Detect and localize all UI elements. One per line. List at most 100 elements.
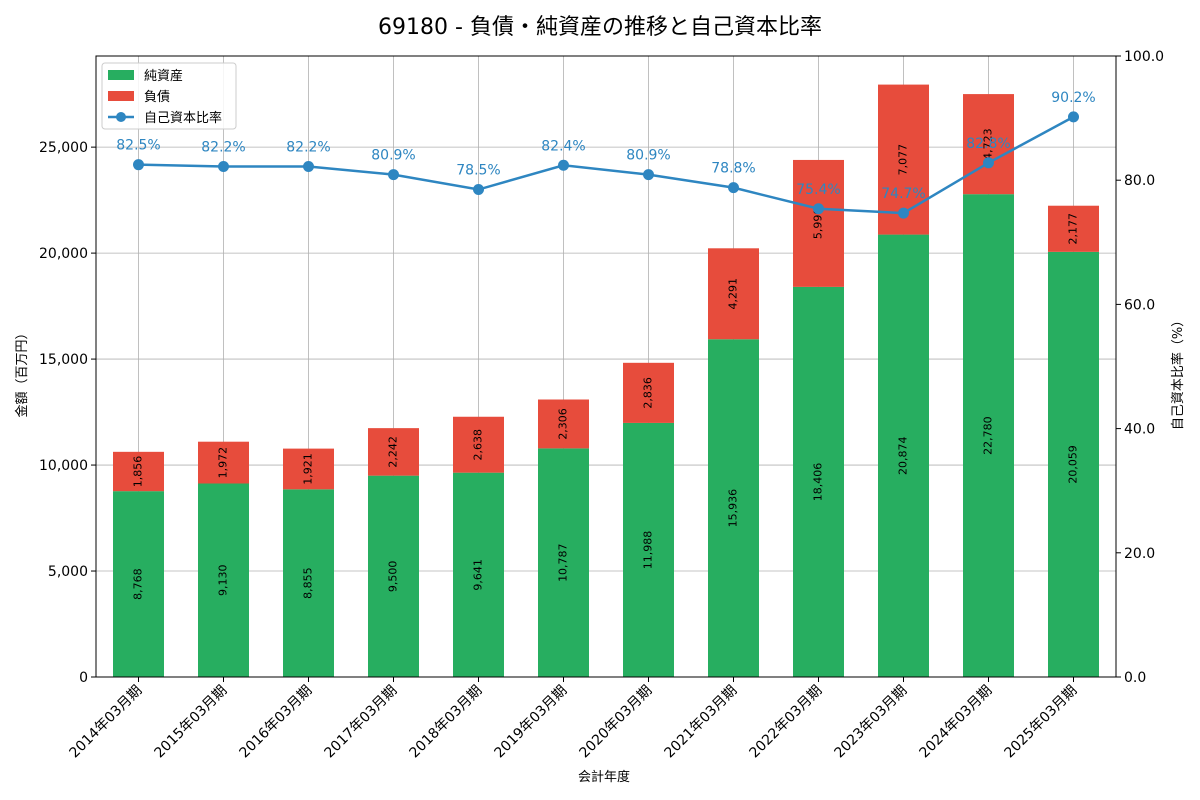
bar-net-assets xyxy=(963,194,1014,677)
bar-net-assets xyxy=(538,448,589,677)
ratio-label: 78.5% xyxy=(456,163,500,179)
y2-tick-label: 0.0 xyxy=(1124,670,1146,686)
ratio-point xyxy=(473,184,484,196)
bar-net-assets xyxy=(623,422,674,677)
ratio-line-path xyxy=(138,115,1075,215)
ratio-label: 82.4% xyxy=(541,138,585,154)
bar-net-assets xyxy=(113,491,164,677)
x-tick-label: 2021年03月期 xyxy=(662,683,741,762)
bar-label-net-assets: 20,874 xyxy=(897,437,910,476)
bar-liabilities xyxy=(453,416,504,473)
ratio-point xyxy=(983,157,994,169)
chart-title: 69180 - 負債・純資産の推移と自己資本比率 xyxy=(378,15,822,40)
x-tick-label: 2019年03月期 xyxy=(492,683,571,762)
y-tick-label: 25,000 xyxy=(39,140,88,156)
bar-label-net-assets: 9,500 xyxy=(387,561,400,593)
y2-tick-label: 20.0 xyxy=(1124,546,1155,562)
y2-axis-label: 自己資本比率（%） xyxy=(1170,314,1186,430)
bar-net-assets xyxy=(878,234,929,677)
ratio-point xyxy=(388,169,399,181)
bar-label-liabilities: 5,990 xyxy=(812,208,825,240)
bar-label-net-assets: 9,130 xyxy=(217,564,230,596)
bar-label-net-assets: 8,768 xyxy=(132,568,145,600)
x-tick-label: 2023年03月期 xyxy=(832,683,911,762)
ratio-point xyxy=(133,159,144,171)
ratio-point xyxy=(1068,111,1079,123)
bar-label-liabilities: 1,856 xyxy=(132,456,145,488)
bar-label-net-assets: 18,406 xyxy=(812,463,825,502)
ratio-label: 75.4% xyxy=(796,182,840,198)
bar-label-net-assets: 22,780 xyxy=(982,416,995,455)
bar-label-liabilities: 4,723 xyxy=(982,128,995,160)
ratio-label: 90.2% xyxy=(1051,90,1095,106)
legend-label: 自己資本比率 xyxy=(144,110,222,126)
bar-label-liabilities: 2,306 xyxy=(557,408,570,440)
bar-liabilities xyxy=(198,441,249,484)
ratio-point xyxy=(558,159,569,171)
bar-liabilities xyxy=(623,362,674,423)
bar-label-liabilities: 4,291 xyxy=(727,278,740,310)
legend-box xyxy=(101,62,237,130)
y-axis-label: 金額（百万円） xyxy=(14,326,30,417)
x-tick-label: 2015年03月期 xyxy=(152,683,231,762)
y-tick-label: 10,000 xyxy=(39,458,88,474)
y-tick-label: 15,000 xyxy=(39,352,88,368)
legend-label: 純資産 xyxy=(144,68,183,84)
y2-tick-label: 80.0 xyxy=(1124,173,1155,189)
legend-swatch-marker xyxy=(116,112,126,122)
bar-net-assets xyxy=(793,286,844,677)
ratio-point xyxy=(643,169,654,181)
bar-label-liabilities: 2,177 xyxy=(1067,213,1080,245)
bar-label-net-assets: 20,059 xyxy=(1067,445,1080,484)
y2-tick-label: 40.0 xyxy=(1124,422,1155,438)
bar-liabilities xyxy=(368,428,419,476)
bar-label-net-assets: 9,641 xyxy=(472,559,485,591)
ratio-point xyxy=(813,203,824,215)
y-tick-label: 0 xyxy=(79,670,88,686)
bar-liabilities xyxy=(793,159,844,287)
x-axis-label: 会計年度 xyxy=(578,769,630,785)
ratio-label: 82.2% xyxy=(286,140,330,156)
ratio-point xyxy=(303,161,314,173)
bar-liabilities xyxy=(1048,205,1099,252)
legend-swatch xyxy=(108,70,134,80)
bar-label-net-assets: 10,787 xyxy=(557,543,570,582)
ratio-label: 82.8% xyxy=(966,136,1010,152)
ratio-point xyxy=(898,207,909,219)
bar-liabilities xyxy=(963,94,1014,195)
plot-frame xyxy=(95,55,1117,678)
ratio-label: 82.5% xyxy=(116,138,160,154)
ratio-label: 78.8% xyxy=(711,161,755,177)
ratio-label: 80.9% xyxy=(371,148,415,164)
ratio-point xyxy=(218,161,229,173)
bar-net-assets xyxy=(453,472,504,677)
bar-liabilities xyxy=(113,451,164,492)
bar-label-liabilities: 7,077 xyxy=(897,144,910,176)
x-tick-label: 2020年03月期 xyxy=(577,683,656,762)
bar-net-assets xyxy=(708,339,759,677)
ratio-label: 80.9% xyxy=(626,148,670,164)
bars: 8,768 1,856 9,130 1,972 8,855 1,921 9,500 2,242… xyxy=(113,84,1099,677)
y-tick-label: 20,000 xyxy=(39,246,88,262)
ratio-label: 82.2% xyxy=(201,140,245,156)
bar-label-net-assets: 8,855 xyxy=(302,567,315,599)
bar-label-liabilities: 1,972 xyxy=(217,447,230,479)
ratio-label: 74.7% xyxy=(881,186,925,202)
y2-tick-label: 100.0 xyxy=(1124,49,1164,65)
x-tick-label: 2025年03月期 xyxy=(1002,683,1081,762)
bar-label-liabilities: 1,921 xyxy=(302,453,315,485)
x-tick-label: 2018年03月期 xyxy=(407,683,486,762)
y2-tick-label: 60.0 xyxy=(1124,297,1155,313)
bar-liabilities xyxy=(708,248,759,340)
legend-label: 負債 xyxy=(144,90,170,105)
bar-net-assets xyxy=(1048,251,1099,677)
bar-label-net-assets: 15,936 xyxy=(727,489,740,528)
x-tick-label: 2022年03月期 xyxy=(747,683,826,762)
bar-net-assets xyxy=(283,489,334,677)
bar-net-assets xyxy=(198,483,249,677)
bar-label-liabilities: 2,242 xyxy=(387,436,400,468)
ratio-point xyxy=(728,182,739,194)
